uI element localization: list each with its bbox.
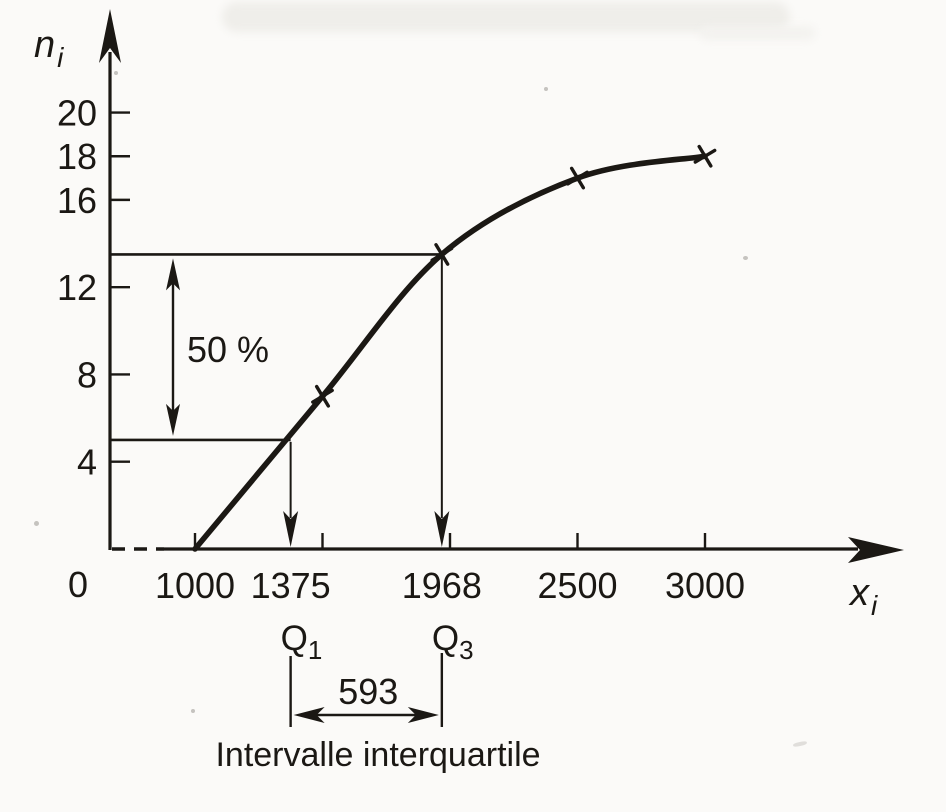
x-tick-label: 1375 bbox=[251, 565, 331, 606]
y-axis-arrowhead-icon bbox=[99, 9, 121, 63]
scan-speck bbox=[544, 87, 548, 91]
scan-speck bbox=[191, 709, 195, 713]
interquartile-annotation bbox=[289, 653, 444, 727]
data-point-mark bbox=[311, 384, 334, 408]
x-axis-tick-marks bbox=[193, 533, 707, 549]
scan-smudge bbox=[222, 2, 790, 32]
x-tick-label: 3000 bbox=[665, 565, 745, 606]
scan-speck bbox=[34, 521, 39, 526]
q3-arrowhead-down-icon bbox=[434, 511, 450, 547]
q3-drop-arrow bbox=[434, 256, 450, 547]
y-axis-tick-labels: 20 18 16 12 8 4 bbox=[57, 93, 97, 483]
q1-label-main: Q bbox=[281, 619, 308, 658]
scan-smudge bbox=[700, 26, 815, 40]
data-point-mark bbox=[693, 144, 717, 168]
q3-label-main: Q bbox=[432, 619, 459, 658]
iqr-arrowhead-left-icon bbox=[293, 707, 325, 723]
x-tick-label: 2500 bbox=[537, 565, 617, 606]
q1-arrowhead-down-icon bbox=[283, 511, 299, 547]
axes bbox=[99, 9, 904, 563]
x-axis-title-main: x bbox=[848, 572, 871, 614]
y-axis-title: ni bbox=[34, 24, 64, 73]
y-tick-label: 20 bbox=[57, 93, 97, 134]
data-point-markers bbox=[311, 144, 717, 408]
y-axis-tick-marks bbox=[111, 111, 130, 463]
x-tick-label: 1000 bbox=[155, 565, 235, 606]
x-axis-arrowhead-icon bbox=[848, 537, 904, 563]
cumulative-frequency-curve bbox=[192, 153, 708, 552]
data-point-mark bbox=[566, 166, 589, 190]
q1-label-subscript: 1 bbox=[308, 635, 322, 665]
y-axis-title-subscript: i bbox=[57, 42, 64, 73]
y-tick-label: 4 bbox=[77, 442, 97, 483]
y-tick-label: 8 bbox=[77, 354, 97, 395]
fifty-percent-span-arrow bbox=[166, 258, 180, 436]
y-tick-label: 16 bbox=[57, 180, 97, 221]
q1-label: Q1 bbox=[281, 619, 323, 665]
span-arrowhead-up-icon bbox=[166, 258, 180, 291]
scan-speck bbox=[743, 256, 748, 260]
x-tick-label: 1968 bbox=[402, 565, 482, 606]
q1-drop-arrow bbox=[283, 441, 299, 547]
iqr-caption: Intervalle interquartile bbox=[215, 736, 540, 774]
y-tick-label: 18 bbox=[57, 136, 97, 177]
scan-speck bbox=[114, 71, 118, 75]
y-tick-label: 12 bbox=[57, 267, 97, 308]
y-axis-title-main: n bbox=[34, 24, 55, 66]
x-axis-title: xi bbox=[848, 572, 878, 621]
x-axis-tick-labels: 1000 1375 1968 2500 3000 bbox=[155, 565, 745, 606]
q3-label-subscript: 3 bbox=[459, 635, 473, 665]
origin-label: 0 bbox=[68, 564, 88, 605]
iqr-arrowhead-right-icon bbox=[407, 707, 439, 723]
iqr-value-label: 593 bbox=[338, 671, 398, 712]
x-axis-title-subscript: i bbox=[871, 590, 878, 621]
q3-label: Q3 bbox=[432, 619, 474, 665]
fifty-percent-label: 50 % bbox=[187, 329, 269, 370]
span-arrowhead-down-icon bbox=[166, 403, 180, 436]
